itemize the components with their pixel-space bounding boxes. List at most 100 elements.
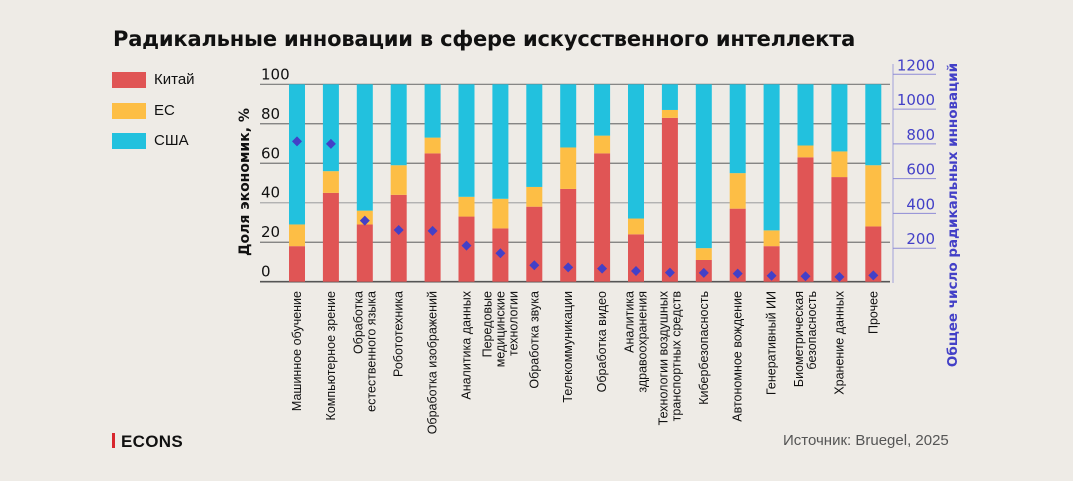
x-tick-label-line: технологии <box>506 291 520 356</box>
total-marker <box>868 270 879 281</box>
y-axis-label-left: Доля экономик, % <box>237 108 253 256</box>
x-tick-label-line: Кибербезопасность <box>697 291 711 405</box>
bar-segment-usa <box>356 84 373 211</box>
bar-segment-china <box>560 188 577 282</box>
x-tick-label: Передовые медицинские технологии <box>480 291 520 367</box>
bar-segment-china <box>424 153 441 282</box>
source-note: Источник: Bruegel, 2025 <box>783 432 949 449</box>
y-tick-label: 40 <box>261 184 280 202</box>
bar-segment-eu <box>831 151 848 178</box>
x-tick-label-line: Обработка видео <box>595 291 609 392</box>
x-axis-labels: Машинное обучение Компьютерное зрение Обра… <box>290 290 880 434</box>
total-marker <box>529 260 540 271</box>
bar-segment-eu <box>289 224 305 247</box>
x-tick-label: Аналитика данных <box>460 290 474 399</box>
x-tick-label: Робототехника <box>392 291 406 377</box>
bar-segment-usa <box>322 84 339 172</box>
bar-segment-china <box>526 206 543 282</box>
bar-segment-eu <box>865 165 882 227</box>
total-marker <box>325 138 336 149</box>
x-tick-label-line: Обработка изображений <box>426 291 440 434</box>
bar-segment-eu <box>797 145 814 158</box>
x-tick-label-line: Обработка <box>351 291 365 354</box>
x-tick-label: Обработка звука <box>527 291 541 389</box>
right-tick-label: 400 <box>906 195 935 213</box>
y-tick-label: 20 <box>261 223 280 241</box>
total-marker <box>732 268 743 279</box>
y-axis-label-right: Общее число радикальных инноваций <box>945 63 961 367</box>
bar-segment-usa <box>831 84 848 152</box>
total-marker <box>292 136 302 147</box>
legend-swatch-eu <box>112 102 146 119</box>
y-tick-label: 100 <box>261 65 290 83</box>
bar-segment-eu <box>661 109 678 118</box>
bars <box>289 84 882 282</box>
total-marker <box>563 262 574 273</box>
bar-segment-eu <box>424 137 441 154</box>
x-tick-label-line: Прочее <box>866 291 880 334</box>
right-tick-label: 1200 <box>897 56 935 74</box>
bar-segment-eu <box>390 165 407 195</box>
y-tick-label: 80 <box>261 105 280 123</box>
left-axis-ticks: 0 20 40 60 80 100 <box>261 65 290 280</box>
x-tick-label-line: Биометрическая <box>792 291 806 387</box>
total-marker <box>359 215 370 226</box>
bar-segment-china <box>356 224 373 282</box>
bar-segment-china <box>322 192 339 282</box>
bar-segment-usa <box>458 84 475 197</box>
bar-segment-usa <box>594 84 611 136</box>
right-tick-label: 800 <box>906 126 935 144</box>
bar-segment-usa <box>289 84 305 225</box>
x-tick-label-line: Компьютерное зрение <box>324 291 338 420</box>
logo-text: ECONS <box>121 432 183 451</box>
x-tick-label-line: Технологии воздушных <box>656 290 670 425</box>
bar-segment-usa <box>560 84 577 148</box>
bar-segment-eu <box>763 230 780 247</box>
x-tick-label-line: Генеративный ИИ <box>765 291 779 395</box>
bar-segment-usa <box>492 84 509 199</box>
bar-segment-china <box>661 117 678 282</box>
x-tick-label-line: естественного языка <box>364 291 378 412</box>
x-tick-label: Кибербезопасность <box>697 291 711 405</box>
x-tick-label: Технологии воздушных транспортных средств <box>656 290 683 425</box>
total-marker <box>766 270 777 281</box>
x-tick-label: Хранение данных <box>832 290 846 394</box>
total-marker <box>393 224 404 235</box>
bar-segment-china <box>831 177 848 282</box>
bar-segment-eu <box>322 171 339 193</box>
total-marker <box>698 267 709 278</box>
bar-segment-china <box>729 208 746 282</box>
logo-bar-icon <box>112 433 115 448</box>
bar-segment-usa <box>797 84 814 146</box>
x-tick-label-line: Робототехника <box>392 291 406 377</box>
bar-segment-usa <box>526 84 543 187</box>
x-tick-label-line: Хранение данных <box>832 290 846 394</box>
x-tick-label-line: транспортных средств <box>669 291 683 422</box>
x-tick-label-line: здравоохранения <box>636 291 650 393</box>
x-tick-label: Прочее <box>866 291 880 334</box>
right-tick-label: 1000 <box>897 91 935 109</box>
x-tick-label: Обработка изображений <box>426 291 440 434</box>
bar-segment-eu <box>560 147 577 189</box>
x-tick-label: Автономное вождение <box>731 291 745 422</box>
bar-segment-china <box>594 153 611 282</box>
x-tick-label-line: Передовые <box>480 291 494 357</box>
chart-title: Радикальные инновации в сфере искусствен… <box>113 27 856 51</box>
x-tick-label-line: безопасность <box>805 291 819 370</box>
total-marker <box>427 225 438 236</box>
bar-segment-eu <box>695 248 712 260</box>
y-tick-label: 0 <box>261 263 271 281</box>
legend-swatch-usa <box>112 133 146 149</box>
total-marker <box>597 263 608 274</box>
bar-segment-usa <box>424 84 441 138</box>
right-tick-label: 200 <box>906 230 935 248</box>
x-tick-label: Аналитика здравоохранения <box>623 291 650 393</box>
x-tick-label-line: медицинские <box>493 291 507 367</box>
total-marker <box>461 240 472 251</box>
x-tick-label-line: Аналитика <box>623 291 637 353</box>
bar-segment-usa <box>695 84 712 249</box>
bar-segment-eu <box>628 218 644 235</box>
legend-label-usa: США <box>154 132 189 149</box>
x-tick-label: Телекоммуникации <box>561 291 575 403</box>
